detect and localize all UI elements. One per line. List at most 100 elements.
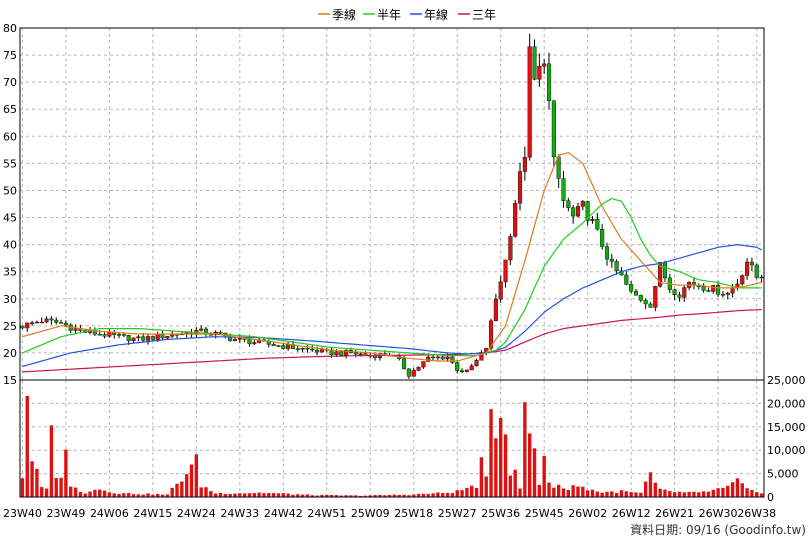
volume-bar	[735, 478, 740, 497]
candle-body	[720, 294, 725, 296]
volume-bar	[697, 492, 701, 497]
candle-body	[252, 342, 257, 345]
candle-body	[97, 334, 102, 336]
candle-body	[286, 344, 291, 349]
x-tick-label: 26W21	[655, 507, 694, 520]
candle-body	[102, 334, 107, 337]
volume-bar	[445, 492, 450, 497]
volume-tick-label: 25,000	[767, 374, 806, 387]
candle-body	[749, 261, 754, 266]
volume-bar	[450, 493, 455, 497]
volume-bar	[257, 492, 261, 497]
volume-bar	[271, 493, 276, 497]
volume-bar	[291, 494, 295, 497]
volume-bar	[204, 487, 208, 497]
volume-bar	[165, 494, 170, 497]
candle-body	[474, 360, 479, 367]
candle-body	[411, 370, 416, 377]
candle-body	[25, 322, 30, 329]
price-tick-label: 25	[3, 320, 17, 333]
volume-bar	[83, 493, 87, 497]
volume-bar	[180, 481, 184, 497]
candle-body	[648, 303, 653, 308]
candle-body	[136, 336, 141, 339]
volume-bar	[581, 486, 585, 497]
volume-tick-label: 15,000	[767, 421, 806, 434]
price-tick-label: 20	[3, 347, 17, 360]
volume-bar	[682, 492, 686, 497]
volume-bar	[146, 493, 150, 497]
volume-bar	[716, 488, 720, 497]
volume-bar	[595, 491, 600, 497]
volume-tick-label: 20,000	[767, 397, 806, 410]
candle-body	[218, 331, 223, 334]
volume-bar	[276, 493, 281, 497]
volume-bar	[745, 488, 749, 497]
moving-average-lines	[22, 151, 762, 373]
volume-bar	[600, 492, 604, 497]
volume-bar	[199, 487, 203, 497]
legend-label: 三年	[472, 8, 496, 22]
candle-body	[334, 351, 339, 356]
volume-bar	[532, 448, 537, 497]
candle-body	[740, 275, 745, 285]
volume-bar	[721, 487, 725, 497]
volume-bar	[44, 488, 49, 497]
price-axis: 80 75 70 65 60 55 50 45 40 35 30 25 20 15	[3, 22, 17, 387]
volume-bar	[59, 477, 63, 497]
volume-bar	[479, 457, 484, 497]
volume-bar	[552, 487, 556, 497]
candle-body	[633, 290, 639, 296]
candle-body	[701, 286, 706, 291]
candle-body	[300, 348, 305, 350]
volume-bar	[40, 487, 44, 497]
x-tick-label: 26W30	[699, 507, 738, 520]
volume-bar	[402, 494, 406, 497]
candle-body	[730, 287, 735, 294]
volume-bar	[25, 395, 29, 497]
price-tick-label: 65	[3, 103, 17, 116]
candle-body	[271, 344, 276, 346]
volume-bar	[421, 493, 426, 497]
candle-body	[358, 353, 363, 355]
volume-bar	[378, 494, 382, 497]
volume-bar	[639, 492, 643, 497]
candle-body	[561, 178, 566, 201]
volume-bar	[228, 493, 232, 497]
volume-bar	[131, 494, 136, 497]
candle-body	[165, 336, 170, 339]
volume-bar	[170, 487, 174, 497]
data-date-footer: 資料日期: 09/16 (Goodinfo.tw)	[630, 523, 806, 537]
volume-bar	[503, 434, 508, 497]
volume-bar	[189, 464, 194, 497]
price-tick-label: 35	[3, 266, 17, 279]
candle-body	[141, 336, 146, 341]
candle-body	[575, 206, 581, 217]
candle-body	[450, 356, 455, 363]
volume-bar	[542, 455, 546, 497]
candle-body	[745, 261, 750, 276]
volume-bar	[102, 490, 107, 497]
volume-bar	[706, 491, 711, 497]
volume-bar	[213, 493, 218, 497]
candle-body	[145, 336, 151, 341]
volume-bar	[354, 495, 358, 497]
volume-bar	[20, 478, 25, 497]
candle-body	[590, 218, 595, 221]
volume-bar	[416, 493, 421, 497]
volume-bar	[184, 474, 189, 497]
volume-bar	[484, 476, 488, 497]
candle-body	[431, 356, 436, 359]
volume-bar	[465, 487, 469, 497]
volume-bar	[513, 469, 517, 497]
candle-body	[344, 350, 349, 356]
candle-body	[498, 281, 503, 300]
candle-body	[34, 321, 39, 324]
volume-bar	[585, 490, 590, 497]
price-tick-label: 15	[3, 374, 17, 387]
candle-body	[117, 334, 122, 336]
x-tick-label: 25W18	[394, 507, 433, 520]
volume-bar	[30, 461, 34, 497]
candle-body	[759, 276, 764, 279]
candle-body	[20, 325, 25, 329]
